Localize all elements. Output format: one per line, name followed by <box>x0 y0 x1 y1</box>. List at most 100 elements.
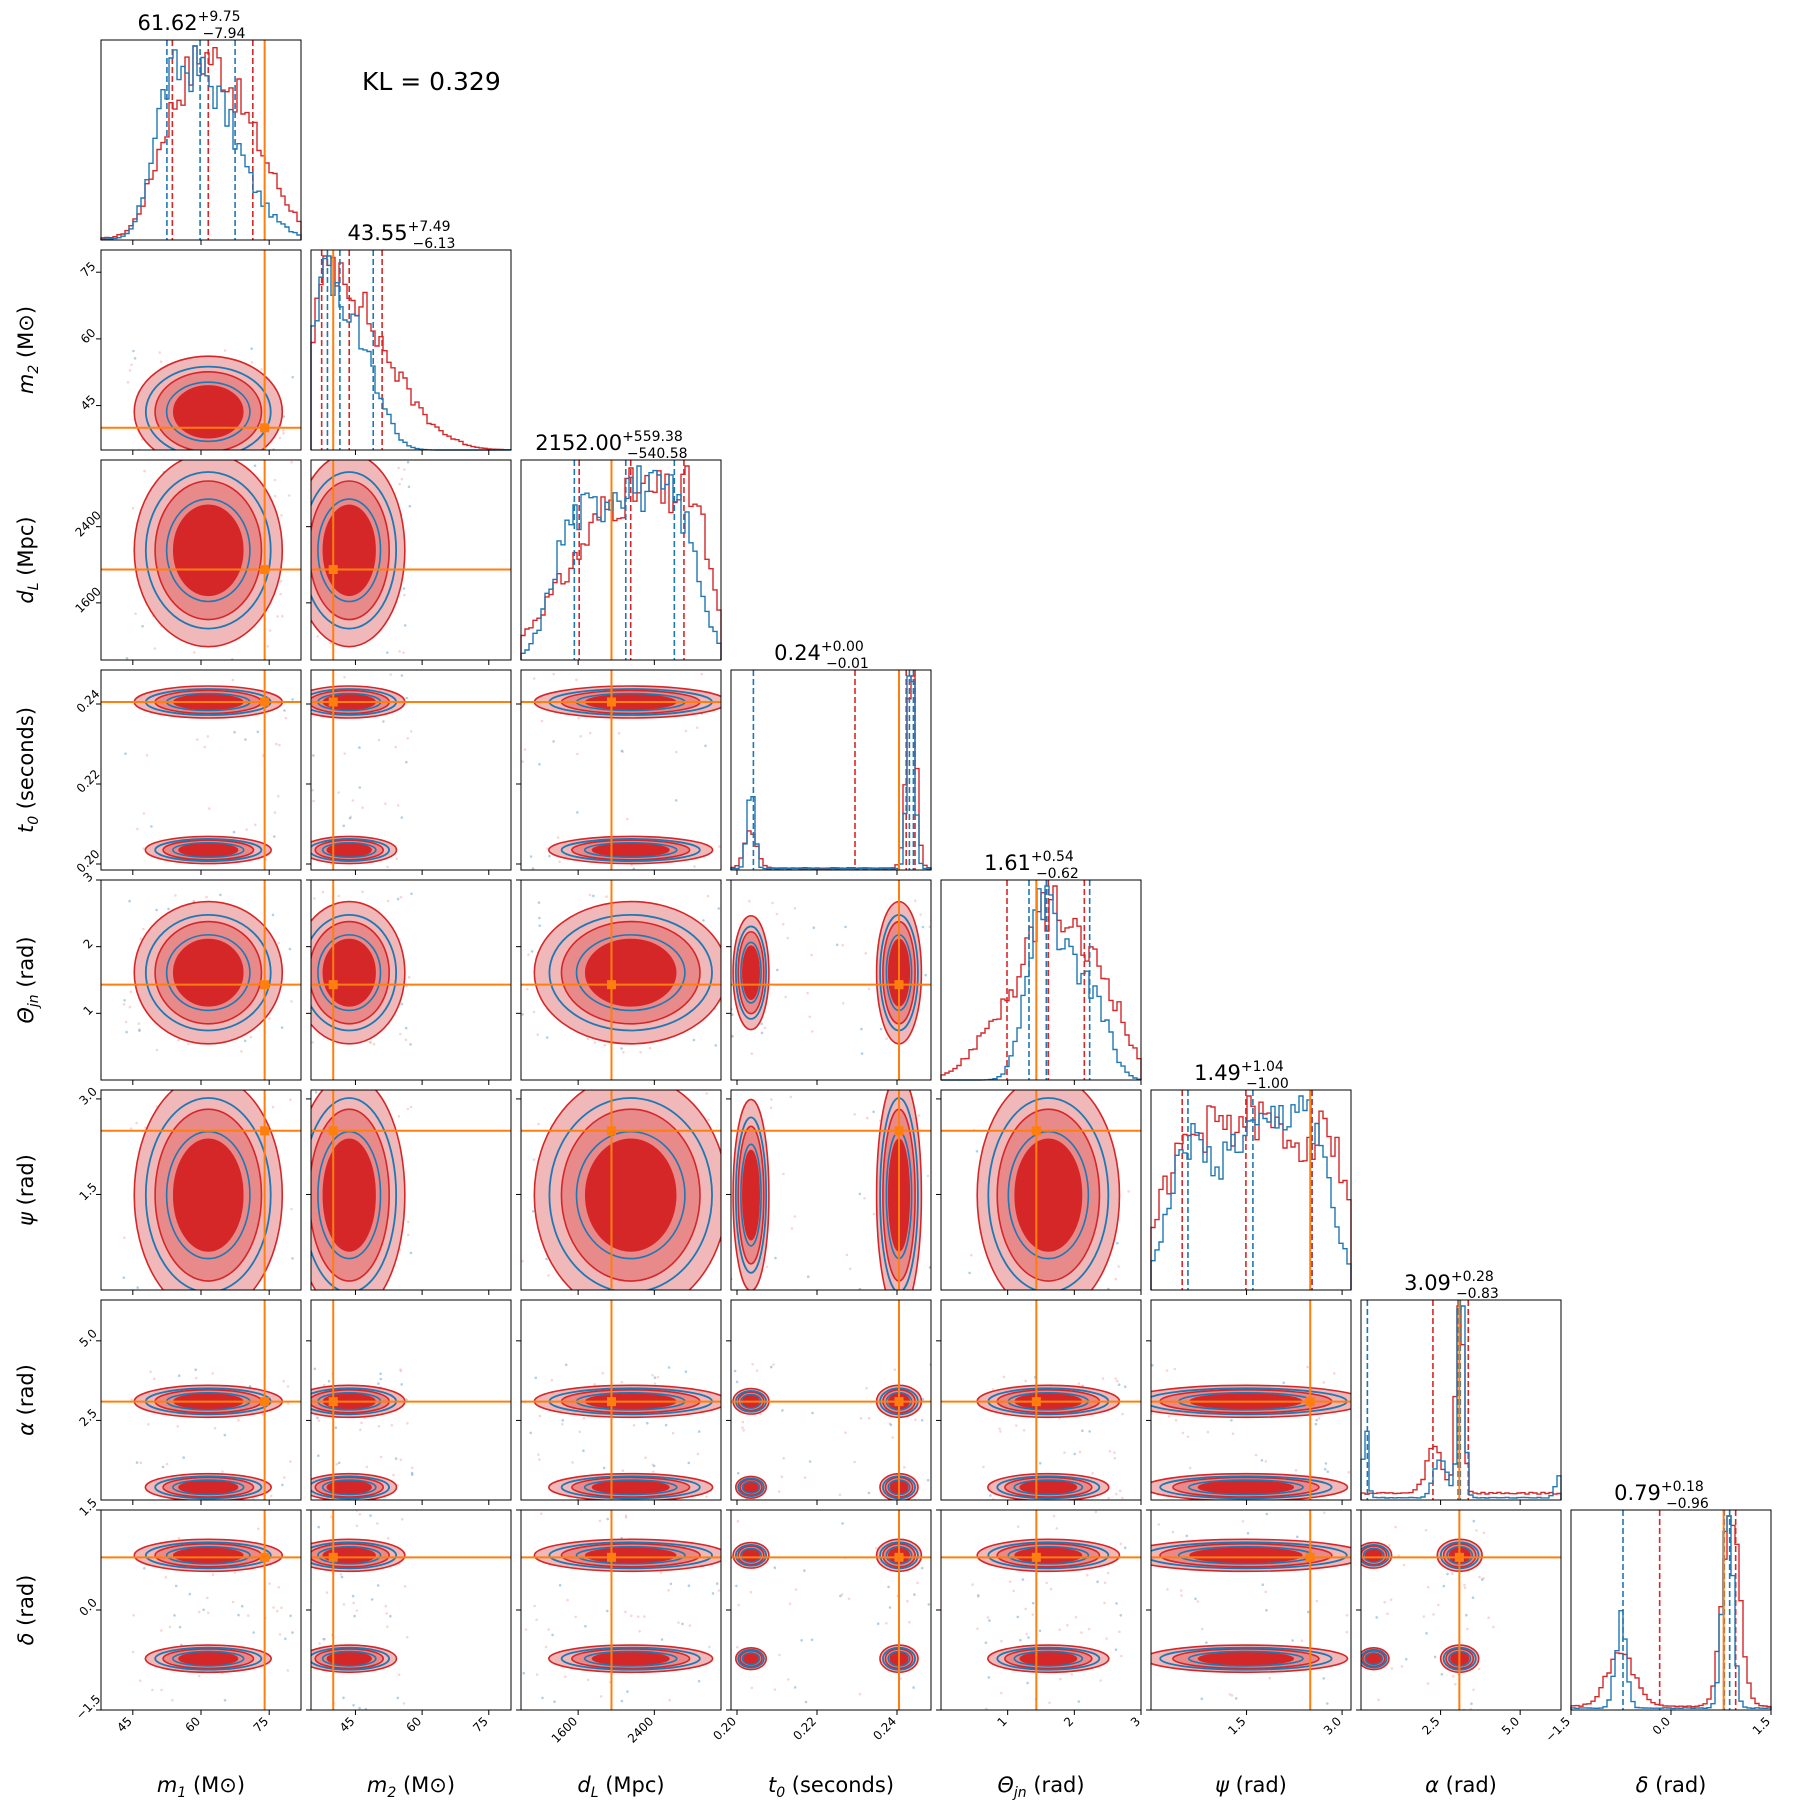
scatter-point <box>1045 1581 1048 1585</box>
scatter-point <box>368 1040 371 1044</box>
panel-content <box>101 880 301 1080</box>
scatter-point <box>408 504 412 508</box>
scatter-point <box>206 1596 209 1600</box>
panel-frame <box>520 669 722 871</box>
scatter-point <box>1081 1429 1084 1432</box>
scatter-point <box>307 1488 310 1491</box>
truth-marker <box>894 1126 904 1136</box>
scatter-point <box>547 1274 550 1277</box>
scatter-point <box>353 1614 356 1618</box>
scatter-point <box>688 1624 692 1627</box>
scatter-point <box>885 1622 888 1625</box>
scatter-point <box>841 944 845 947</box>
scatter-point <box>977 1595 980 1598</box>
scatter-point <box>681 1622 684 1626</box>
scatter-point <box>786 936 789 940</box>
scatter-point <box>407 975 411 979</box>
y-axis-label-psi: ψ (rad) <box>14 1154 38 1226</box>
panel-content <box>941 1090 1141 1290</box>
scatter-point <box>410 1466 414 1470</box>
scatter-point <box>232 830 236 834</box>
panel-content <box>101 460 301 660</box>
scatter-point <box>1117 1383 1121 1386</box>
panel-frame <box>730 879 932 1081</box>
scatter-point <box>735 1380 739 1384</box>
scatter-point <box>291 1257 294 1260</box>
scatter-point <box>304 1574 307 1577</box>
scatter-point <box>728 1496 731 1499</box>
scatter-point <box>798 1501 801 1504</box>
ticks-0-0 <box>132 240 270 245</box>
scatter-point <box>596 666 599 669</box>
scatter-point <box>343 752 346 755</box>
scatter-point <box>255 1292 258 1295</box>
contour-inner-1 <box>178 1480 239 1495</box>
contour-blue-inner-1 <box>1013 1479 1084 1496</box>
truth-marker <box>894 1552 904 1562</box>
y-tick-label: 3.0 <box>76 1084 99 1107</box>
scatter-point <box>1049 1587 1053 1591</box>
x-tick-label: 45 <box>337 1714 358 1735</box>
ticks-6-3 <box>726 1340 898 1505</box>
scatter-point <box>351 799 355 802</box>
scatter-point <box>237 1418 240 1422</box>
contour-inner-0 <box>322 1138 376 1252</box>
scatter-point <box>249 1035 253 1039</box>
ticks-6-4 <box>936 1340 1142 1505</box>
scatter-point <box>532 1010 536 1014</box>
panel-frame <box>310 669 512 871</box>
scatter-point <box>317 1419 321 1422</box>
scatter-point <box>365 1724 368 1727</box>
panel-theta-vs-m2 <box>310 879 512 1081</box>
scatter-point <box>808 1015 811 1019</box>
scatter-point <box>774 1256 777 1260</box>
scatter-point <box>279 592 282 596</box>
scatter-point <box>402 587 406 590</box>
scatter-point <box>1191 1726 1194 1729</box>
scatter-point <box>800 1639 803 1642</box>
scatter-point <box>268 629 272 632</box>
diag-panel-t0: 0.24+0.00 −0.01 <box>730 639 932 871</box>
scatter-point <box>588 731 592 735</box>
scatter-point <box>935 1585 938 1588</box>
scatter-point <box>314 1091 318 1094</box>
scatter-point <box>260 368 263 371</box>
scatter-point <box>305 1328 308 1331</box>
scatter-point <box>656 1375 660 1379</box>
scatter-point <box>1119 1542 1123 1546</box>
scatter-point <box>738 1083 741 1086</box>
scatter-point <box>864 952 868 955</box>
scatter-point <box>788 1602 792 1605</box>
scatter-point <box>1205 1641 1208 1644</box>
contour-blue-inner-1 <box>321 1479 377 1496</box>
scatter-point <box>289 1098 292 1101</box>
scatter-point <box>124 752 127 755</box>
scatter-point <box>143 1567 146 1570</box>
scatter-point <box>289 1614 292 1618</box>
scatter-point <box>1282 1381 1285 1385</box>
scatter-point <box>133 357 137 360</box>
contour-blue-inner-0 <box>575 1546 686 1565</box>
panel-frame <box>310 879 512 1081</box>
truth-marker <box>260 565 270 575</box>
scatter-point <box>327 1379 331 1383</box>
scatter-point <box>243 1039 247 1043</box>
scatter-point <box>355 1524 359 1528</box>
scatter-point <box>1174 1419 1178 1422</box>
scatter-point <box>134 612 137 616</box>
y-tick-label: 0.22 <box>74 767 103 796</box>
scatter-point <box>397 1673 401 1677</box>
scatter-point <box>728 916 731 919</box>
histogram-blue <box>1150 1095 1352 1290</box>
panel-content <box>311 880 511 1080</box>
scatter-point <box>920 1566 924 1570</box>
scatter-point <box>273 835 276 838</box>
scatter-point <box>132 349 135 353</box>
scatter-point <box>379 455 382 458</box>
panel-delta-vs-psi <box>1150 1509 1352 1729</box>
scatter-point <box>276 1726 279 1729</box>
truth-marker <box>1031 1397 1041 1407</box>
scatter-point <box>888 1606 892 1609</box>
scatter-point <box>933 943 936 946</box>
y-tick-label: 0.20 <box>74 847 103 876</box>
